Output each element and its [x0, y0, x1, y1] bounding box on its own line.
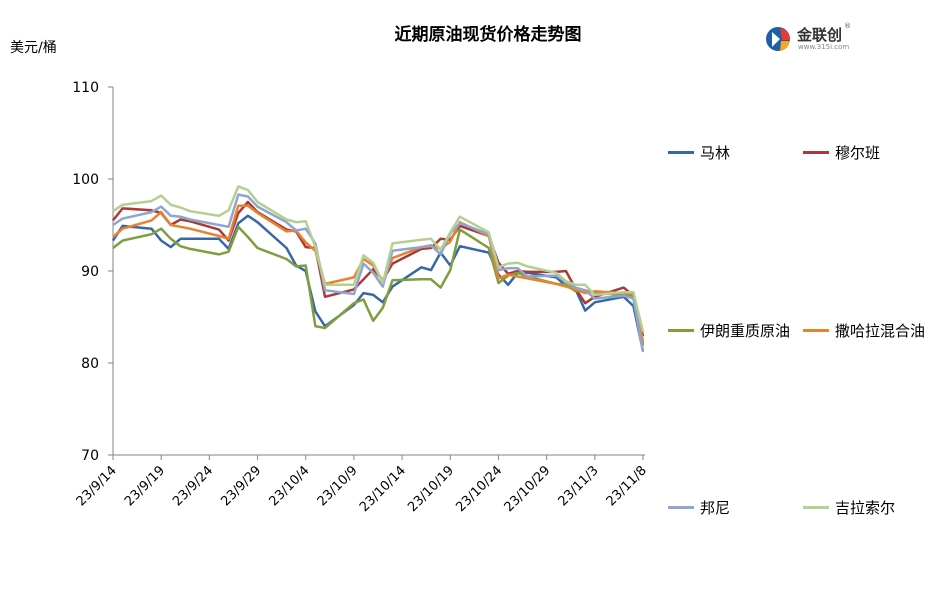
legend-label: 邦尼 — [700, 497, 730, 518]
legend-item-3: 撒哈拉混合油 — [803, 320, 925, 341]
legend-swatch — [668, 329, 694, 332]
y-tick-label: 90 — [81, 264, 99, 280]
y-tick-label: 80 — [81, 356, 99, 372]
logo-mark-icon — [764, 22, 796, 54]
x-tick-label: 23/9/14 — [74, 463, 120, 509]
brand-logo: 金联创 ® www.315i.com — [764, 22, 874, 56]
y-tick-label: 70 — [81, 448, 99, 464]
logo-name: 金联创 — [797, 24, 842, 45]
x-tick-label: 23/9/19 — [122, 463, 168, 509]
logo-url: www.315i.com — [798, 43, 849, 51]
legend-label: 马林 — [700, 142, 730, 163]
x-tick-label: 23/11/8 — [604, 463, 650, 509]
x-tick-labels: 23/9/14 23/9/19 23/9/24 23/9/29 23/10/4 23/10… — [74, 455, 650, 515]
y-axis-unit-label: 美元/桶 — [10, 37, 57, 57]
legend-swatch — [803, 329, 829, 332]
y-tick-label: 110 — [72, 80, 99, 96]
x-tick-label: 23/9/24 — [170, 463, 216, 509]
y-tick-labels: 70 80 90 100 110 — [72, 80, 113, 464]
logo-registered-mark: ® — [844, 22, 851, 30]
x-tick-label: 23/10/29 — [502, 463, 554, 515]
legend-swatch — [668, 506, 694, 509]
x-tick-label: 23/9/29 — [218, 463, 264, 509]
legend-label: 伊朗重质原油 — [700, 320, 790, 341]
x-tick-label: 23/11/3 — [556, 463, 602, 509]
x-tick-label: 23/10/19 — [405, 463, 457, 515]
legend-label: 吉拉索尔 — [835, 497, 895, 518]
legend-swatch — [803, 151, 829, 154]
legend-item-4: 邦尼 — [668, 497, 730, 518]
series-line-5 — [113, 186, 643, 331]
x-tick-label: 23/10/4 — [267, 463, 313, 509]
x-tick-label: 23/10/14 — [357, 463, 409, 515]
x-tick-label: 23/10/9 — [315, 463, 361, 509]
legend-label: 撒哈拉混合油 — [835, 320, 925, 341]
legend-item-1: 穆尔班 — [803, 142, 880, 163]
y-tick-label: 100 — [72, 172, 99, 188]
legend-item-5: 吉拉索尔 — [803, 497, 895, 518]
legend-label: 穆尔班 — [835, 142, 880, 163]
legend-swatch — [668, 151, 694, 154]
chart-series-lines — [113, 186, 643, 352]
legend-item-2: 伊朗重质原油 — [668, 320, 790, 341]
x-tick-label: 23/10/24 — [453, 463, 505, 515]
legend-swatch — [803, 506, 829, 509]
legend-item-0: 马林 — [668, 142, 730, 163]
